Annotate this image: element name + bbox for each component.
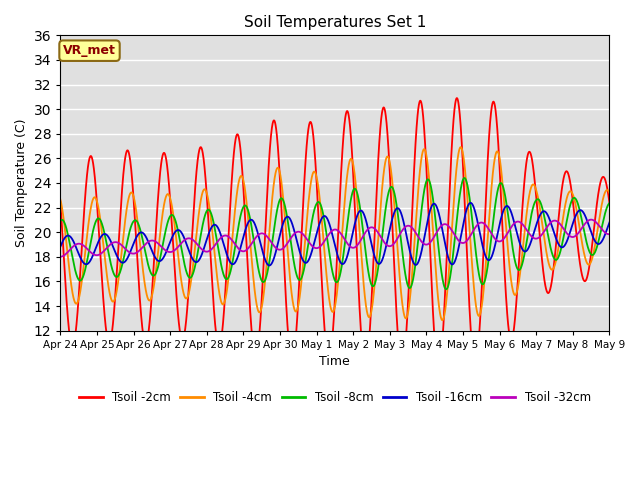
Tsoil -8cm bbox=[620, 236, 627, 241]
Text: VR_met: VR_met bbox=[63, 44, 116, 57]
Tsoil -2cm bbox=[504, 321, 512, 327]
Line: Tsoil -16cm: Tsoil -16cm bbox=[60, 203, 628, 265]
Tsoil -2cm bbox=[301, 158, 309, 164]
Tsoil -4cm bbox=[301, 232, 309, 238]
Tsoil -4cm bbox=[56, 197, 64, 203]
Line: Tsoil -4cm: Tsoil -4cm bbox=[60, 147, 628, 320]
Tsoil -4cm bbox=[624, 258, 632, 264]
Tsoil -4cm bbox=[378, 196, 385, 202]
Tsoil -32cm bbox=[624, 216, 632, 222]
Line: Tsoil -2cm: Tsoil -2cm bbox=[60, 98, 628, 370]
Line: Tsoil -32cm: Tsoil -32cm bbox=[60, 219, 628, 257]
Tsoil -16cm bbox=[620, 216, 627, 221]
Tsoil -2cm bbox=[620, 271, 627, 276]
Tsoil -32cm bbox=[301, 234, 309, 240]
Tsoil -16cm bbox=[504, 204, 512, 209]
Tsoil -16cm bbox=[56, 244, 64, 250]
Tsoil -32cm bbox=[378, 235, 385, 240]
Tsoil -8cm bbox=[314, 199, 322, 205]
Tsoil -2cm bbox=[330, 318, 337, 324]
X-axis label: Time: Time bbox=[319, 355, 350, 368]
Line: Tsoil -8cm: Tsoil -8cm bbox=[60, 178, 628, 289]
Tsoil -8cm bbox=[442, 287, 450, 292]
Tsoil -16cm bbox=[378, 259, 385, 264]
Title: Soil Temperatures Set 1: Soil Temperatures Set 1 bbox=[244, 15, 426, 30]
Tsoil -32cm bbox=[330, 227, 337, 233]
Tsoil -2cm bbox=[624, 249, 632, 255]
Tsoil -8cm bbox=[330, 274, 337, 280]
Tsoil -32cm bbox=[314, 245, 322, 251]
Y-axis label: Soil Temperature (C): Soil Temperature (C) bbox=[15, 119, 28, 247]
Tsoil -16cm bbox=[314, 225, 322, 231]
Tsoil -8cm bbox=[461, 175, 468, 181]
Tsoil -16cm bbox=[624, 227, 632, 233]
Tsoil -8cm bbox=[624, 247, 632, 252]
Tsoil -4cm bbox=[330, 308, 337, 314]
Tsoil -8cm bbox=[504, 212, 512, 218]
Tsoil -4cm bbox=[438, 317, 446, 323]
Tsoil -32cm bbox=[56, 254, 64, 260]
Tsoil -2cm bbox=[56, 199, 64, 204]
Tsoil -4cm bbox=[504, 249, 512, 254]
Tsoil -32cm bbox=[619, 218, 627, 224]
Tsoil -2cm bbox=[435, 367, 442, 372]
Legend: Tsoil -2cm, Tsoil -4cm, Tsoil -8cm, Tsoil -16cm, Tsoil -32cm: Tsoil -2cm, Tsoil -4cm, Tsoil -8cm, Tsoi… bbox=[74, 387, 595, 409]
Tsoil -16cm bbox=[330, 238, 338, 243]
Tsoil -32cm bbox=[504, 230, 511, 236]
Tsoil -16cm bbox=[266, 263, 273, 268]
Tsoil -8cm bbox=[378, 241, 385, 247]
Tsoil -4cm bbox=[314, 182, 322, 188]
Tsoil -2cm bbox=[453, 95, 461, 101]
Tsoil -4cm bbox=[457, 144, 465, 150]
Tsoil -16cm bbox=[302, 260, 310, 266]
Tsoil -2cm bbox=[378, 116, 385, 121]
Tsoil -2cm bbox=[314, 206, 322, 212]
Tsoil -8cm bbox=[56, 218, 64, 224]
Tsoil -8cm bbox=[301, 258, 309, 264]
Tsoil -16cm bbox=[467, 200, 474, 206]
Tsoil -4cm bbox=[620, 257, 627, 263]
